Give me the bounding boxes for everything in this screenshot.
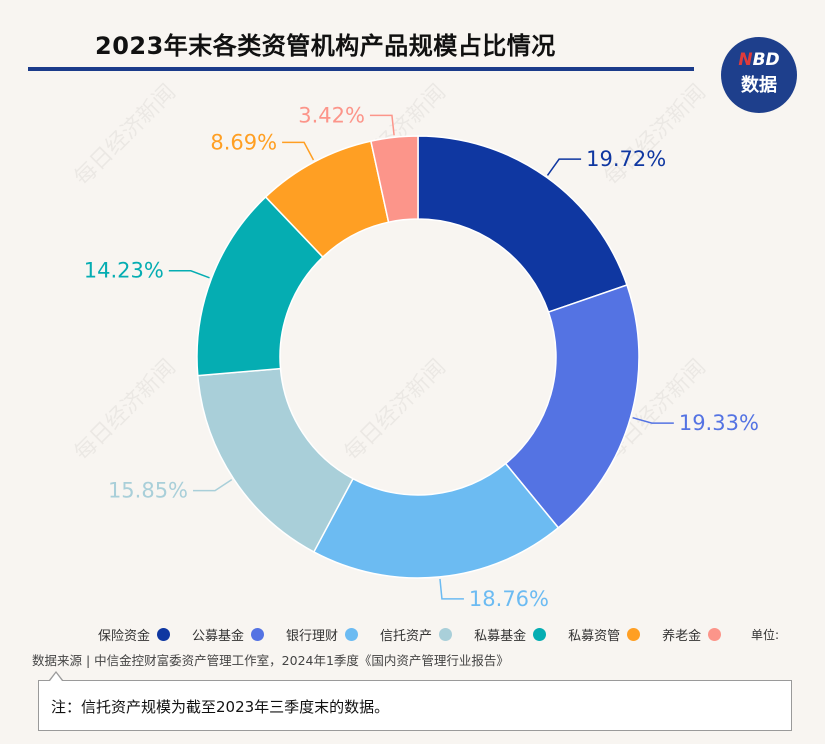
leader-line-3 [439,578,464,600]
legend-swatch [533,627,547,641]
legend-swatch [627,627,641,641]
donut-slice-7 [369,135,419,224]
slices [196,135,640,579]
leader-line-4 [193,478,233,492]
note-box: 注：信托资产规模为截至2023年三季度末的数据。 [38,680,792,731]
legend-swatch [439,627,453,641]
legend-label: 信托资产 [380,628,433,644]
donut-chart: 每日经济新闻每日经济新闻每日经济新闻每日经济新闻每日经济新闻每日经济新闻每日经济… [70,80,759,611]
legend-item: 养老金 [662,625,722,644]
data-label-7: 3.42% [298,103,365,127]
leader-lines [168,114,674,600]
note-text: 注：信托资产规模为截至2023年三季度末的数据。 [51,698,390,716]
legend-item: 私募资管 [568,625,641,644]
donut-slice-1 [417,135,628,314]
leader-line-1 [546,158,582,176]
leader-line-5 [168,269,210,279]
leader-line-2 [632,416,674,424]
legend-item: 保险资金 [98,625,171,644]
legend-label: 公募基金 [192,628,245,644]
legend-item: 私募基金 [474,625,547,644]
legend-item: 信托资产 [380,625,453,644]
title-underline [28,67,694,71]
legend-label: 银行理财 [286,628,339,644]
legend-item: 公募基金 [192,625,265,644]
legend-label: 养老金 [662,628,702,644]
watermark-text: 每日经济新闻 [70,80,181,191]
legend-swatch [708,627,722,641]
legend: 保险资金 公募基金 银行理财 信托资产 私募基金 私募资管 养老金 [98,624,743,644]
unit-label: 单位: [751,628,780,642]
leader-line-7 [369,114,395,136]
data-label-1: 19.72% [586,147,666,171]
watermark-text: 每日经济新闻 [340,355,451,466]
data-label-5: 14.23% [84,259,164,283]
watermark-text: 每日经济新闻 [70,355,181,466]
chart-title: 2023年末各类资管机构产品规模占比情况 [95,32,556,60]
legend-item: 银行理财 [286,625,359,644]
data-label-6: 8.69% [210,130,277,154]
leader-line-6 [282,141,315,161]
data-label-2: 19.33% [679,411,759,435]
watermark-text: 每日经济新闻 [600,80,711,191]
nbd-logo: NBD 数据 [721,37,797,113]
legend-label: 保险资金 [98,628,151,644]
legend-swatch [345,627,359,641]
legend-label: 私募资管 [568,628,621,644]
legend-swatch [157,627,171,641]
donut-slice-3 [312,462,560,579]
data-label-3: 18.76% [469,587,549,611]
legend-swatch [251,627,265,641]
data-label-4: 15.85% [108,479,188,503]
data-source: 数据来源 | 中信金控财富委资产管理工作室，2024年1季度《国内资产管理行业报… [32,653,509,668]
legend-label: 私募基金 [474,628,527,644]
data-labels: 19.72% 19.33% 18.76% 15.85% 14.23% 8.69% 3.42% [84,103,759,610]
